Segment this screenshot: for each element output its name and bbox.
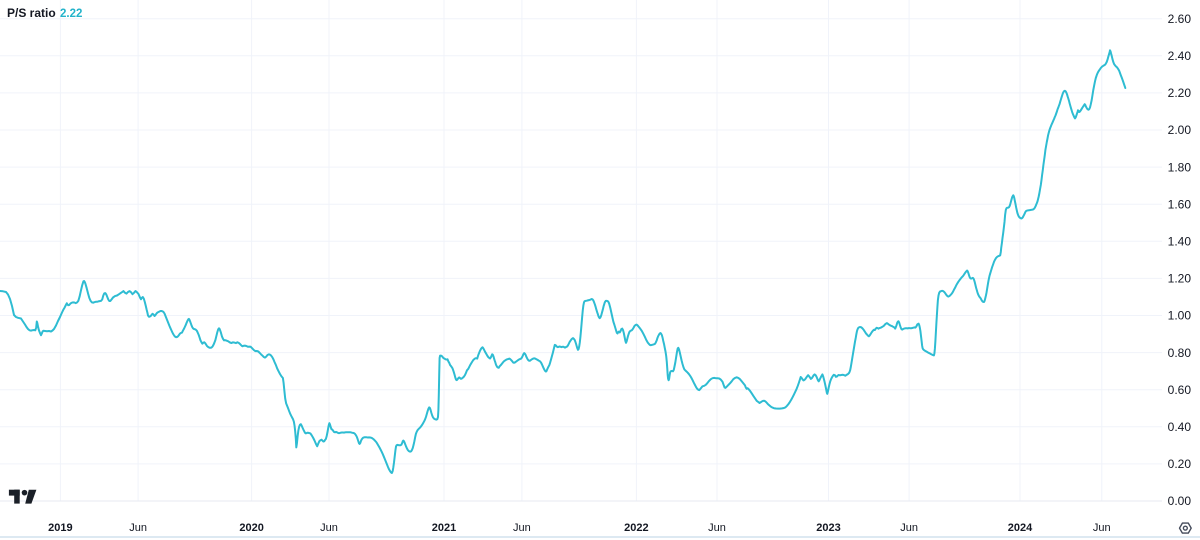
- svg-text:0.80: 0.80: [1168, 346, 1192, 360]
- svg-text:Jun: Jun: [1093, 522, 1111, 534]
- svg-text:2022: 2022: [624, 522, 648, 534]
- svg-text:1.60: 1.60: [1168, 197, 1192, 211]
- svg-text:2019: 2019: [48, 522, 72, 534]
- svg-text:2023: 2023: [816, 522, 840, 534]
- svg-text:2.40: 2.40: [1168, 49, 1192, 63]
- svg-text:1.20: 1.20: [1168, 272, 1192, 286]
- svg-text:2.00: 2.00: [1168, 123, 1192, 137]
- svg-text:Jun: Jun: [513, 522, 531, 534]
- svg-text:2021: 2021: [432, 522, 456, 534]
- svg-text:Jun: Jun: [708, 522, 726, 534]
- svg-text:0.40: 0.40: [1168, 420, 1192, 434]
- svg-text:2.20: 2.20: [1168, 86, 1192, 100]
- svg-text:2.60: 2.60: [1168, 12, 1192, 26]
- svg-text:0.20: 0.20: [1168, 457, 1192, 471]
- svg-text:0.00: 0.00: [1168, 494, 1192, 508]
- svg-text:P/S ratio: P/S ratio: [7, 6, 56, 20]
- svg-text:2024: 2024: [1008, 522, 1033, 534]
- svg-text:0.60: 0.60: [1168, 383, 1192, 397]
- svg-text:Jun: Jun: [129, 522, 147, 534]
- svg-text:Jun: Jun: [320, 522, 338, 534]
- svg-text:1.80: 1.80: [1168, 160, 1192, 174]
- svg-text:1.00: 1.00: [1168, 309, 1192, 323]
- svg-text:Jun: Jun: [900, 522, 918, 534]
- svg-text:1.40: 1.40: [1168, 235, 1192, 249]
- svg-text:2020: 2020: [239, 522, 263, 534]
- svg-text:2.22: 2.22: [60, 8, 82, 20]
